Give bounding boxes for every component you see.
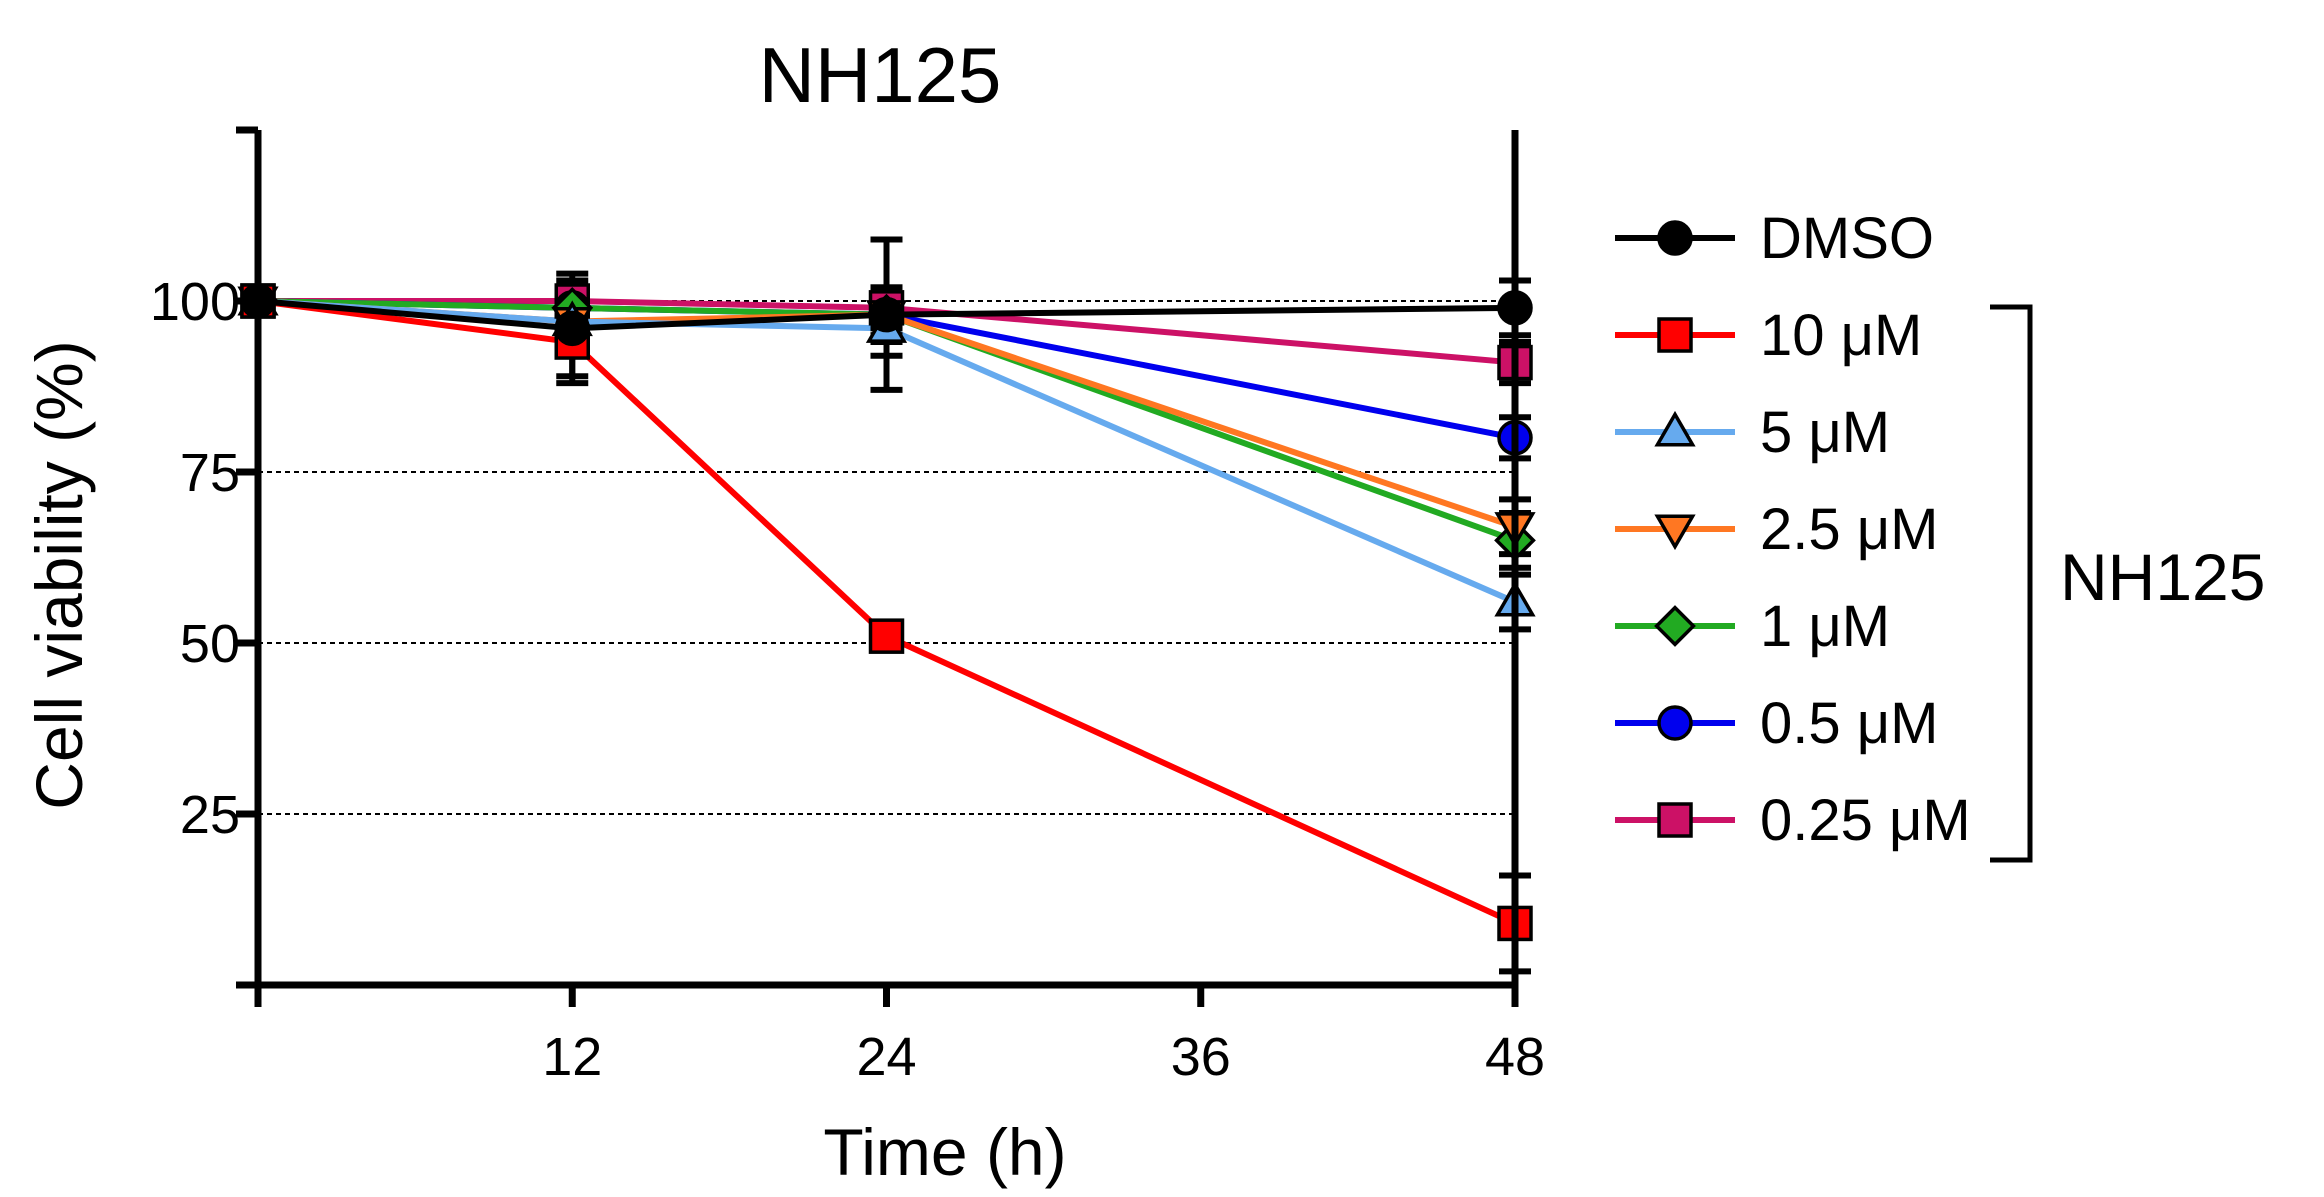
legend-label-dmso: DMSO: [1760, 206, 1934, 271]
data-point-dmso-12: [554, 310, 590, 347]
y-tick-label-25: 25: [180, 785, 240, 845]
legend-marker-1-m: [1654, 605, 1696, 647]
y-tick-label-75: 75: [180, 443, 240, 503]
legend-label-0p5-m: 0.5 μM: [1760, 691, 1938, 756]
legend-label-2p5-m: 2.5 μM: [1760, 497, 1938, 562]
legend-label-10-m: 10 μM: [1760, 303, 1922, 368]
x-tick-label-36: 36: [1171, 1027, 1231, 1087]
y-axis-ticks: 25 50 75 100: [150, 126, 258, 989]
chart-title: NH125: [759, 31, 1002, 119]
x-axis-label: Time (h): [823, 1115, 1066, 1189]
data-point-10-m-24: [868, 618, 905, 654]
series-line-dmso: [257, 298, 1516, 332]
series-line-10-m: [257, 298, 1517, 927]
legend-marker-5-m: [1654, 410, 1696, 447]
x-tick-label-24: 24: [856, 1027, 916, 1087]
x-tick-label-12: 12: [542, 1027, 602, 1087]
legend: DMSO 10 μM 5 μM 2.5 μM 1 μM 0.5 μM 0.25 μM: [1615, 206, 1971, 853]
legend-marker-0p25-m: [1657, 802, 1693, 838]
series-line-0p25-m: [258, 298, 1516, 366]
legend-label-5-m: 5 μM: [1760, 400, 1890, 465]
x-tick-label-48: 48: [1485, 1027, 1545, 1087]
legend-marker-10-m: [1657, 317, 1693, 353]
x-axis-ticks: 12 24 36 48: [254, 985, 1545, 1087]
y-tick-label-100: 100: [150, 272, 240, 332]
legend-label-1-m: 1 μM: [1760, 594, 1890, 659]
series-line-1-m: [257, 298, 1517, 544]
legend-bracket-line: [1990, 304, 2033, 863]
legend-marker-2p5-m: [1654, 514, 1696, 551]
series-lines: [257, 298, 1517, 927]
data-point-dmso-24: [868, 296, 905, 333]
legend-marker-0p5-m: [1657, 705, 1693, 741]
y-axis-label: Cell viability (%): [22, 340, 96, 809]
series-line-5-m: [257, 298, 1517, 605]
legend-marker-dmso: [1657, 220, 1693, 256]
legend-bracket: [1990, 304, 2033, 863]
legend-group-label: NH125: [2060, 540, 2265, 614]
legend-label-0p25-m: 0.25 μM: [1760, 788, 1971, 853]
y-tick-label-50: 50: [180, 614, 240, 674]
